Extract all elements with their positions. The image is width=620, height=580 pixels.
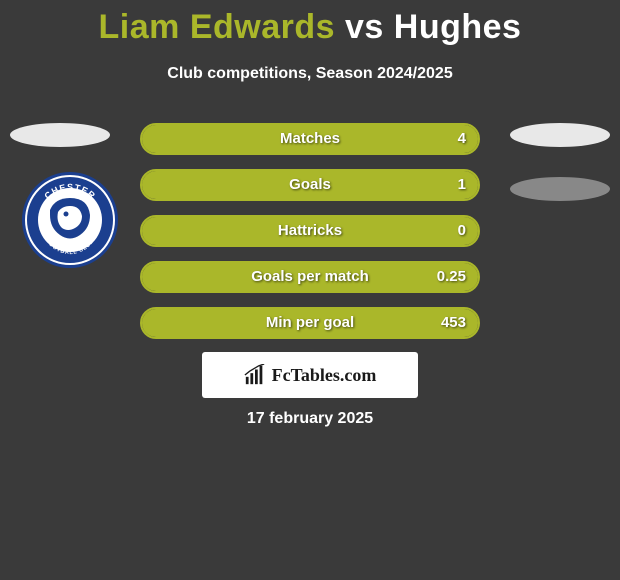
stat-row-matches: Matches 4: [140, 123, 480, 155]
player2-placeholder-icon: [510, 123, 610, 147]
stat-label: Min per goal: [142, 309, 478, 337]
stat-value: 0: [458, 217, 466, 245]
stat-value: 1: [458, 171, 466, 199]
comparison-title: Liam Edwards vs Hughes: [0, 0, 620, 47]
stat-row-hattricks: Hattricks 0: [140, 215, 480, 247]
subtitle: Club competitions, Season 2024/2025: [0, 65, 620, 83]
stat-label: Hattricks: [142, 217, 478, 245]
stat-value: 453: [441, 309, 466, 337]
club-crest-icon: CHESTER FOOTBALL CLUB: [20, 170, 120, 270]
player2-shadow-icon: [510, 177, 610, 201]
vs-text: vs: [345, 8, 384, 46]
date-text: 17 february 2025: [0, 410, 620, 428]
stat-value: 4: [458, 125, 466, 153]
stat-value: 0.25: [437, 263, 466, 291]
stat-row-goals: Goals 1: [140, 169, 480, 201]
player1-placeholder-icon: [10, 123, 110, 147]
stat-row-min-per-goal: Min per goal 453: [140, 307, 480, 339]
brand-badge: FcTables.com: [202, 352, 418, 398]
stat-bars: Matches 4 Goals 1 Hattricks 0 Goals per …: [140, 123, 480, 353]
player2-name: Hughes: [394, 8, 522, 46]
stat-row-goals-per-match: Goals per match 0.25: [140, 261, 480, 293]
brand-text: FcTables.com: [272, 365, 377, 386]
stat-label: Goals per match: [142, 263, 478, 291]
stat-label: Matches: [142, 125, 478, 153]
player1-name: Liam Edwards: [99, 8, 336, 46]
chart-icon: [244, 364, 266, 386]
stat-label: Goals: [142, 171, 478, 199]
